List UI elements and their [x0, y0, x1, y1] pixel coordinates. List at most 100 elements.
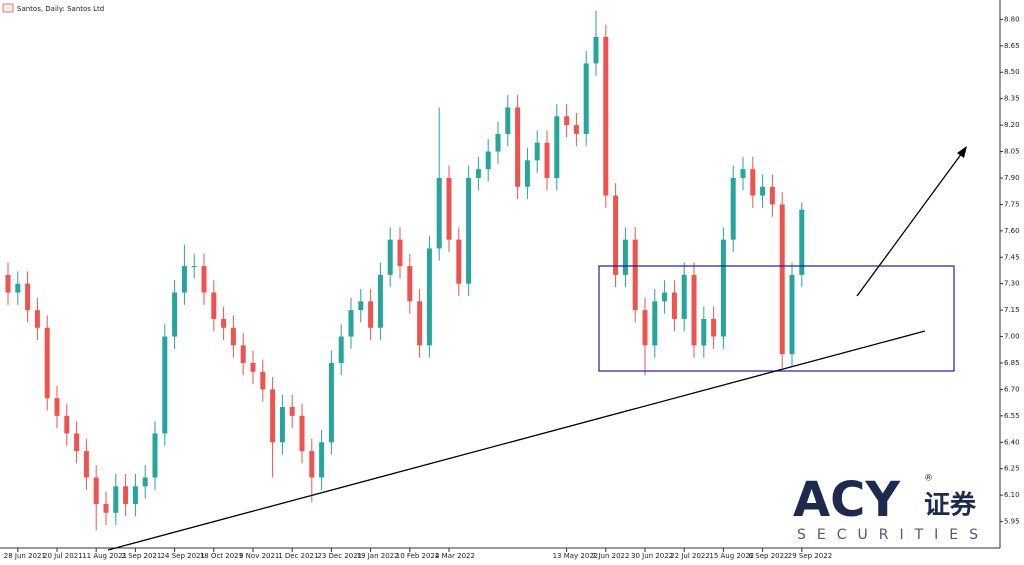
trend-line	[107, 330, 926, 551]
candle-body	[466, 177, 472, 284]
candle-body	[270, 389, 276, 443]
y-tick-label: 8.20	[1004, 121, 1020, 129]
x-tick-label: 4 Mar 2022	[435, 552, 475, 560]
candle-body	[436, 177, 442, 249]
candle-body	[446, 177, 452, 240]
x-tick-label: 20 Jul 2021	[43, 552, 83, 560]
candle-body	[123, 486, 129, 504]
y-tick-label: 8.35	[1004, 95, 1020, 103]
candle-body	[407, 266, 413, 302]
candle-body	[544, 142, 550, 178]
candle-body	[368, 301, 374, 328]
candle-body	[564, 116, 570, 126]
candle-body	[750, 169, 756, 196]
candle-body	[711, 318, 717, 337]
x-tick-label: 6 Sep 2022	[749, 552, 789, 560]
candle-body	[583, 63, 589, 134]
candle-body	[613, 195, 619, 275]
candle-body	[573, 125, 579, 134]
candle-body	[142, 477, 148, 487]
candle-body	[456, 239, 462, 284]
candle-body	[632, 239, 638, 311]
candle-body	[475, 169, 481, 178]
y-tick-label: 6.25	[1004, 465, 1020, 473]
candle-body	[309, 451, 315, 478]
candle-body	[319, 442, 325, 478]
candle-body	[289, 407, 295, 416]
candle-body	[240, 345, 246, 363]
candle-body	[162, 336, 168, 434]
x-tick-label: 29 Sep 2022	[788, 552, 832, 560]
x-tick-label: 19 Jan 2022	[357, 552, 399, 560]
candle-body	[358, 301, 364, 311]
candle-body	[338, 336, 344, 363]
candle-body	[524, 160, 530, 187]
candle-body	[730, 177, 736, 240]
chart-title: Santos, Daily: Santos Ltd	[17, 5, 104, 13]
candle-body	[387, 239, 393, 275]
candle-body	[34, 310, 40, 328]
candle-body	[554, 116, 560, 178]
y-tick-label: 7.45	[1004, 253, 1020, 261]
y-tick-label: 8.65	[1004, 42, 1020, 50]
candle-body	[789, 274, 795, 355]
candle-body	[701, 318, 707, 346]
logo-registered: ®	[924, 474, 933, 484]
candle-body	[534, 142, 540, 161]
x-tick-label: 9 Nov 2021	[239, 552, 279, 560]
candle-body	[495, 133, 501, 152]
candle-body	[417, 301, 423, 346]
y-tick-label: 8.05	[1004, 148, 1020, 156]
candle-body	[760, 186, 766, 196]
candle-body	[54, 398, 60, 416]
candle-body	[250, 362, 256, 372]
candle-body	[230, 327, 236, 346]
candle-body	[15, 283, 21, 293]
logo-tagline: SECURITIES	[797, 527, 989, 543]
candle-body	[348, 310, 354, 337]
candle-body	[260, 371, 266, 390]
candle-body	[515, 107, 521, 187]
y-tick-label: 7.90	[1004, 174, 1020, 182]
x-tick-label: 22 Jul 2022	[670, 552, 710, 560]
x-tick-label: 11 Aug 2021	[82, 552, 127, 560]
y-tick-label: 6.10	[1004, 491, 1020, 499]
candle-body	[172, 292, 178, 337]
candle-body	[25, 283, 31, 311]
candle-body	[299, 415, 305, 452]
candle-body	[181, 266, 187, 293]
candle-body	[769, 186, 775, 205]
y-tick-label: 6.70	[1004, 385, 1020, 393]
arrow-head	[957, 146, 967, 158]
candle-body	[132, 486, 138, 504]
candle-body	[642, 310, 648, 346]
candle-body	[720, 239, 726, 337]
candle-body	[662, 292, 668, 302]
y-tick-label: 7.00	[1004, 333, 1020, 341]
candle-body	[485, 151, 491, 170]
candle-body	[74, 433, 80, 452]
chart-icon	[2, 3, 14, 13]
candle-body	[426, 248, 432, 346]
candle-body	[191, 266, 197, 268]
x-tick-label: 18 Oct 2021	[200, 552, 243, 560]
candle-body	[64, 415, 70, 434]
candle-body	[328, 362, 334, 443]
candle-body	[622, 239, 628, 275]
arrow-shaft	[856, 152, 963, 297]
candle-body	[799, 209, 805, 275]
candle-body	[397, 239, 403, 267]
x-tick-label: 2 Sep 2021	[121, 552, 161, 560]
y-tick-label: 5.95	[1004, 518, 1020, 526]
x-tick-label: 28 Jun 2021	[4, 552, 46, 560]
logo-chinese: 证券	[924, 491, 977, 521]
x-tick-label: 23 Dec 2021	[317, 552, 362, 560]
y-tick-label: 6.55	[1004, 412, 1020, 420]
candle-body	[681, 274, 687, 319]
y-tick-label: 7.75	[1004, 200, 1020, 208]
candle-body	[113, 486, 119, 513]
candle-body	[279, 407, 285, 443]
x-tick-label: 30 Jun 2022	[631, 552, 673, 560]
